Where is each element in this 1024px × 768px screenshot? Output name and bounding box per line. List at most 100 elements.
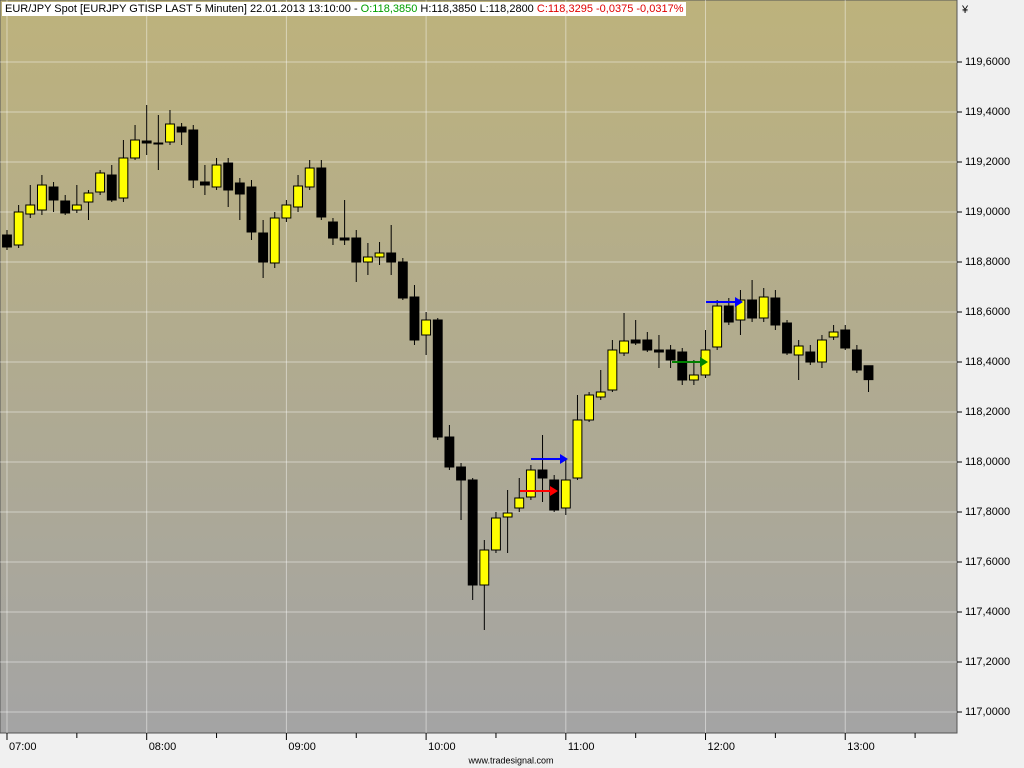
quote-close: C:118,3295 <box>536 3 593 15</box>
x-tick-label: 08:00 <box>149 741 177 753</box>
candle-body <box>409 296 420 341</box>
candle-body <box>525 469 536 498</box>
candle-body <box>665 349 676 361</box>
candle-body <box>351 237 362 263</box>
candle-body <box>339 237 350 241</box>
candle-body <box>817 339 827 363</box>
candle-body <box>560 479 571 509</box>
candle-body <box>362 256 373 263</box>
y-tick-label: 117,4000 <box>965 606 1010 618</box>
candle-body <box>246 186 257 233</box>
title: EUR/JPY Spot [EURJPY GTISP LAST 5 Minute… <box>5 3 358 15</box>
candle-body <box>851 349 862 371</box>
y-tick-label: 119,0000 <box>965 206 1010 218</box>
candle-body <box>176 126 187 133</box>
candle-body <box>595 391 606 398</box>
candle-body <box>723 305 734 323</box>
candle-body <box>71 204 82 211</box>
candle-body <box>607 349 618 391</box>
y-tick-label: 118,2000 <box>965 406 1010 418</box>
candle-body <box>293 185 303 208</box>
y-unit: ¥ <box>961 4 969 16</box>
candle-body <box>840 329 851 349</box>
y-tick-label: 119,4000 <box>965 106 1010 118</box>
candle-body <box>549 479 560 511</box>
plot-area <box>0 0 958 734</box>
quote-low: L:118,2800 <box>479 3 534 15</box>
candle-body <box>735 299 746 321</box>
y-tick-label: 117,6000 <box>965 556 1010 568</box>
signal-arrows <box>520 297 743 496</box>
candle-body <box>514 497 525 509</box>
quote-high: H:118,3850 <box>420 3 477 15</box>
y-tick-label: 117,8000 <box>965 506 1010 518</box>
candles <box>2 105 874 630</box>
y-tick-label: 118,4000 <box>965 356 1010 368</box>
candle-body <box>630 339 641 344</box>
candle-body <box>770 297 781 326</box>
candle-body <box>863 365 874 381</box>
candle-body <box>479 549 490 586</box>
candle-body <box>805 351 816 363</box>
candle-body <box>793 345 804 356</box>
arrow-head <box>700 357 708 367</box>
candle-body <box>491 517 501 551</box>
candle-body <box>572 419 583 479</box>
source: www.tradesignal.com <box>467 755 553 765</box>
candle-body <box>2 234 12 248</box>
candle-body <box>141 140 152 144</box>
candle-body <box>688 374 699 381</box>
x-tick-label: 11:00 <box>568 741 595 753</box>
candle-body <box>747 299 758 319</box>
candle-body <box>374 252 385 258</box>
candle-body <box>502 512 513 518</box>
y-tick-label: 118,6000 <box>965 306 1010 318</box>
candle-body <box>13 211 24 246</box>
candle-body <box>328 221 338 239</box>
quote-open: O:118,3850 <box>360 3 418 15</box>
candle-body <box>234 182 245 195</box>
arrow-head <box>560 454 568 464</box>
candle-body <box>467 479 478 586</box>
y-tick-label: 118,0000 <box>965 456 1010 468</box>
quote-change-pct: -0,0317% <box>636 3 684 15</box>
candle-body <box>258 232 269 263</box>
candle-body <box>782 322 792 354</box>
candle-body <box>456 466 466 481</box>
candle-body <box>188 129 199 181</box>
candle-body <box>654 349 664 353</box>
candle-body <box>642 339 653 351</box>
candle-body <box>165 123 175 143</box>
candle-body <box>584 394 595 421</box>
quote-change: -0,0375 <box>596 3 634 15</box>
candle-body <box>397 261 408 299</box>
candle-body <box>130 139 140 159</box>
candle-body <box>223 162 234 191</box>
candle-body <box>106 174 117 201</box>
candle-body <box>199 181 210 186</box>
candle-body <box>758 296 769 319</box>
candle-body <box>537 469 548 479</box>
y-tick-label: 119,2000 <box>965 156 1010 168</box>
candle-body <box>316 167 327 218</box>
candle-body <box>432 319 443 438</box>
candle-body <box>304 167 315 188</box>
y-tick-label: 118,8000 <box>965 256 1010 268</box>
y-tick-label: 117,0000 <box>965 706 1010 718</box>
candle-body <box>619 340 629 354</box>
x-tick-label: 09:00 <box>288 741 316 753</box>
candle-body <box>828 331 839 338</box>
grid <box>0 0 957 733</box>
candle-body <box>36 184 47 211</box>
candle-body <box>95 172 106 193</box>
candle-body <box>60 200 71 214</box>
candle-body <box>48 186 59 201</box>
x-tick-label: 07:00 <box>9 741 37 753</box>
x-tick-label: 13:00 <box>847 741 875 753</box>
candle-body <box>386 252 397 263</box>
candle-body <box>421 319 432 336</box>
candle-body <box>712 305 723 348</box>
candle-body <box>83 192 94 203</box>
